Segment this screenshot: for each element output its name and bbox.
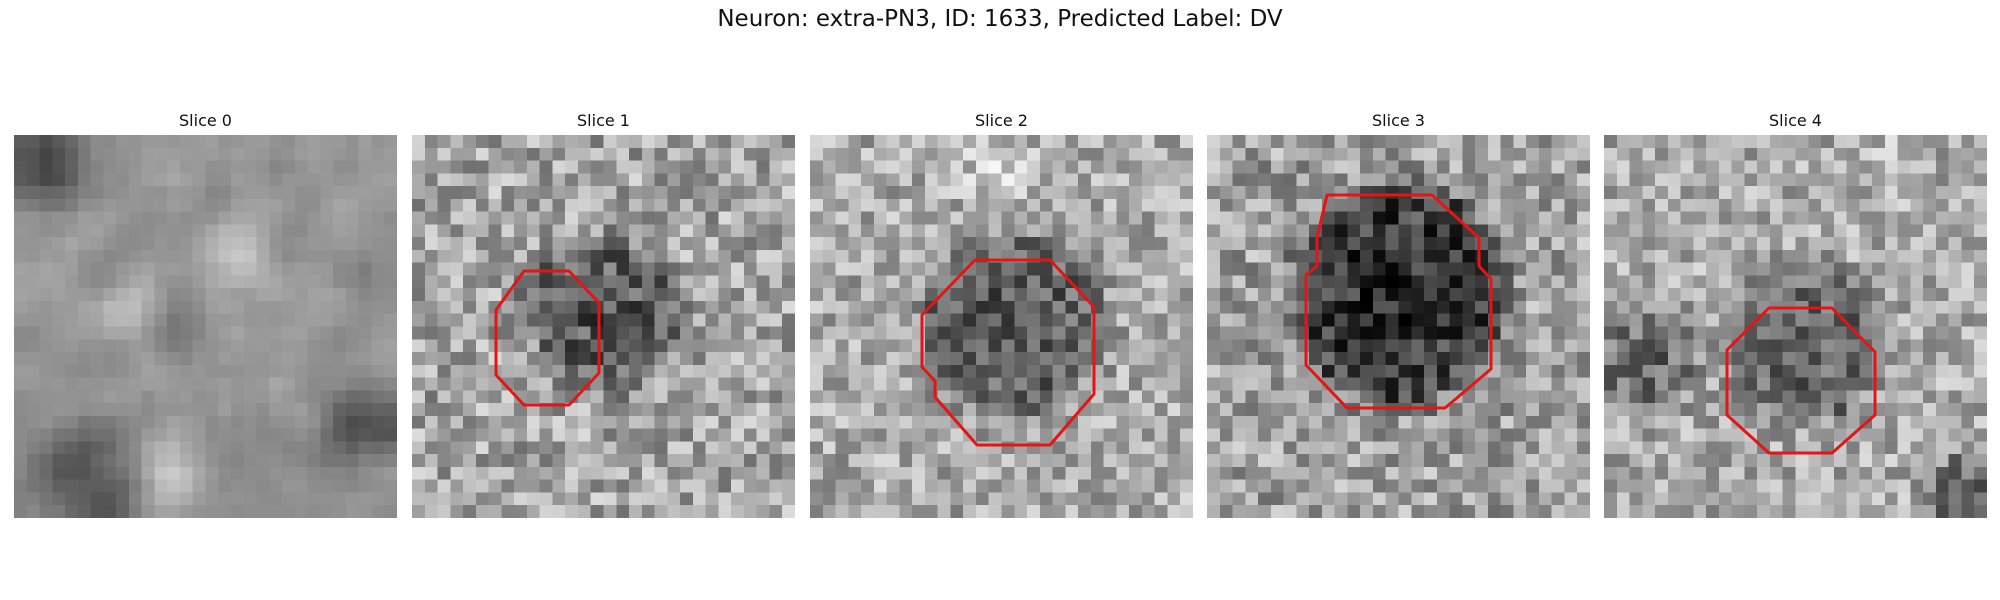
slice-title: Slice 4 xyxy=(1769,111,1822,130)
slice-image xyxy=(1207,135,1590,518)
figure-title: Neuron: extra-PN3, ID: 1633, Predicted L… xyxy=(717,6,1283,32)
cell-contour xyxy=(494,269,601,407)
cell-contour xyxy=(920,258,1096,447)
slice-title: Slice 3 xyxy=(1372,111,1425,130)
slice-panel-1: Slice 1 xyxy=(412,110,795,518)
contour-overlay xyxy=(1304,193,1493,410)
contour-overlay xyxy=(494,269,601,407)
slice-title: Slice 0 xyxy=(179,111,232,130)
cell-contour xyxy=(1725,306,1877,455)
slice-panel-4: Slice 4 xyxy=(1604,110,1987,518)
cell-contour xyxy=(1304,193,1493,410)
slice-title: Slice 2 xyxy=(975,111,1028,130)
slice-panel-3: Slice 3 xyxy=(1207,110,1590,518)
slice-image xyxy=(412,135,795,518)
slice-title: Slice 1 xyxy=(577,111,630,130)
slice-image xyxy=(14,135,397,518)
slice-panel-0: Slice 0 xyxy=(14,110,397,518)
contour-overlay xyxy=(1725,306,1877,455)
contour-overlay xyxy=(920,258,1096,447)
slice-panel-2: Slice 2 xyxy=(810,110,1193,518)
slice-image xyxy=(810,135,1193,518)
